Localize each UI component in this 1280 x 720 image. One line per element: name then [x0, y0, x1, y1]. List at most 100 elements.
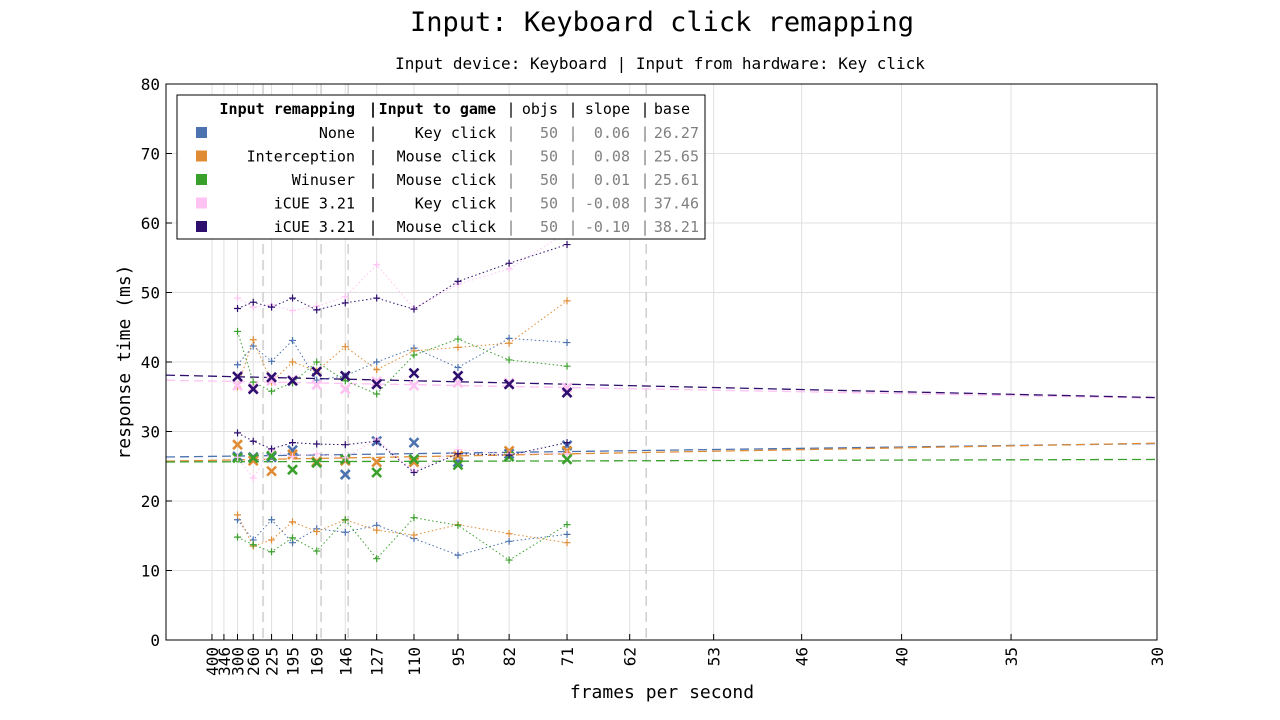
series-min-point — [249, 437, 257, 445]
trend-line — [165, 379, 1158, 399]
series-max-point — [249, 336, 257, 344]
series-min-point — [249, 474, 257, 482]
series-max-point — [268, 303, 276, 311]
legend-entry: iCUE 3.21 | Key click | 50 | -0.08 | 37.46 — [196, 195, 699, 213]
x-tick-label: 146 — [336, 647, 355, 676]
series-max-point — [234, 294, 242, 302]
series-min-point — [454, 450, 462, 458]
legend-separator: | — [368, 195, 377, 213]
legend-swatch — [196, 197, 207, 209]
series-mean-point — [408, 380, 420, 392]
legend-swatch — [196, 174, 207, 185]
series-min-point — [341, 516, 349, 524]
series-mean-point — [247, 452, 259, 464]
series-max-point — [341, 299, 349, 307]
series-min-point — [563, 521, 571, 529]
series-max-point — [454, 277, 462, 285]
series-min-point — [289, 534, 297, 542]
series-min-point — [268, 516, 276, 524]
legend-slope-value: -0.10 — [585, 218, 630, 236]
series-min-point — [313, 547, 321, 555]
legend-separator: | — [368, 171, 377, 189]
series-min-point — [505, 537, 513, 545]
series-max-point — [341, 343, 349, 351]
legend-separator: | — [568, 195, 577, 213]
series-min-point — [313, 528, 321, 536]
series-min-point — [373, 555, 381, 563]
series-max-point — [454, 343, 462, 351]
trend-lines — [165, 374, 1158, 463]
series-min-point — [563, 539, 571, 547]
series-mean-point — [452, 459, 464, 471]
series-max-point — [234, 327, 242, 335]
y-tick-label: 50 — [141, 284, 160, 303]
series-max-point — [234, 361, 242, 369]
legend-separator: | — [568, 171, 577, 189]
series-min-point — [289, 453, 297, 461]
x-tick-label: 46 — [793, 647, 812, 666]
series-mean-point — [408, 456, 420, 468]
series-max-point — [341, 293, 349, 301]
x-tick-label: 82 — [500, 647, 519, 666]
series-min-point — [454, 521, 462, 529]
legend-objs-value: 50 — [540, 218, 558, 236]
series-max-point — [410, 351, 418, 359]
series-min-point — [268, 548, 276, 556]
series-mean-point — [408, 437, 420, 449]
series-max-point — [373, 390, 381, 398]
legend-separator: | — [506, 148, 515, 166]
series-max-point — [454, 335, 462, 343]
series-mean-point — [311, 379, 323, 391]
series-mean-point — [247, 383, 259, 395]
legend-slope-value: -0.08 — [585, 195, 630, 213]
series-max-point — [268, 357, 276, 365]
series-mean-point — [232, 439, 243, 451]
series-max-point — [313, 358, 321, 366]
series-min-point — [289, 518, 297, 526]
series-mean-point — [266, 375, 277, 387]
legend-game-label: Mouse click — [397, 218, 496, 236]
series-mean-point — [561, 453, 573, 465]
series-mean-point — [371, 378, 383, 390]
x-tick-label: 71 — [558, 647, 577, 666]
series-min-point — [563, 530, 571, 538]
legend-base-value: 25.65 — [654, 148, 699, 166]
series-min-point — [563, 450, 571, 458]
legend-separator: | — [568, 218, 577, 236]
legend-base-value: 38.21 — [654, 218, 699, 236]
series-mean-point — [371, 456, 383, 468]
trend-line — [165, 374, 1158, 399]
legend-header-base: base — [654, 100, 690, 118]
x-tick-label: 400 — [203, 647, 222, 676]
legend-separator: | — [506, 171, 515, 189]
series-max-point — [563, 297, 571, 305]
series-max-point — [289, 307, 297, 315]
series-min-line — [237, 514, 568, 547]
series-min-point — [313, 440, 321, 448]
series-max-point — [373, 294, 381, 302]
series-max-point — [289, 358, 297, 366]
legend-base-value: 26.27 — [654, 124, 699, 142]
series-min-point — [410, 514, 418, 522]
legend-separator: | — [506, 218, 515, 236]
series-min-point — [341, 441, 349, 449]
legend-entry: None | Key click | 50 | 0.06 | 26.27 — [196, 124, 699, 142]
series-min-point — [313, 450, 321, 458]
series-mean-point — [503, 378, 515, 390]
legend-header-slope: slope — [585, 100, 630, 118]
legend-swatch — [196, 150, 207, 162]
trend-line — [165, 458, 1158, 463]
legend-game-label: Key click — [415, 124, 496, 142]
y-tick-label: 0 — [150, 631, 160, 650]
series-max-point — [313, 376, 321, 384]
series-max-point — [289, 336, 297, 344]
x-tick-label: 169 — [308, 647, 327, 676]
legend-separator: | — [568, 100, 577, 118]
legend-box — [176, 94, 706, 240]
legend-separator: | — [640, 218, 649, 236]
series-min-point — [234, 511, 242, 519]
legend-base-value: 25.61 — [654, 171, 699, 189]
series-mean-point — [266, 465, 277, 477]
x-tick-label: 62 — [621, 647, 640, 666]
series-mean-point — [311, 457, 323, 469]
